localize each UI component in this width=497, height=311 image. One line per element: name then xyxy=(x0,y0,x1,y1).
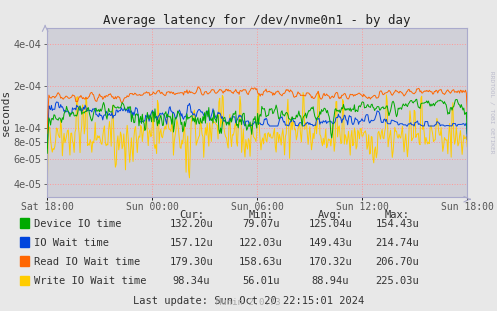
Text: Device IO time: Device IO time xyxy=(34,219,121,229)
Text: 179.30u: 179.30u xyxy=(169,257,213,267)
Text: Last update: Sun Oct 20 22:15:01 2024: Last update: Sun Oct 20 22:15:01 2024 xyxy=(133,296,364,306)
Text: Munin 2.0.73: Munin 2.0.73 xyxy=(216,298,281,307)
Text: Min:: Min: xyxy=(248,210,273,220)
Text: 170.32u: 170.32u xyxy=(309,257,352,267)
Text: 79.07u: 79.07u xyxy=(242,219,280,229)
Text: 88.94u: 88.94u xyxy=(312,276,349,286)
Text: 158.63u: 158.63u xyxy=(239,257,283,267)
Title: Average latency for /dev/nvme0n1 - by day: Average latency for /dev/nvme0n1 - by da… xyxy=(103,14,411,27)
Text: 132.20u: 132.20u xyxy=(169,219,213,229)
Text: 56.01u: 56.01u xyxy=(242,276,280,286)
Text: IO Wait time: IO Wait time xyxy=(34,238,109,248)
Text: 157.12u: 157.12u xyxy=(169,238,213,248)
Text: Write IO Wait time: Write IO Wait time xyxy=(34,276,146,286)
Text: RRDTOOL / TOBI OETIKER: RRDTOOL / TOBI OETIKER xyxy=(490,71,495,153)
Text: 149.43u: 149.43u xyxy=(309,238,352,248)
Text: 154.43u: 154.43u xyxy=(376,219,419,229)
Text: Read IO Wait time: Read IO Wait time xyxy=(34,257,140,267)
Text: Max:: Max: xyxy=(385,210,410,220)
Text: Avg:: Avg: xyxy=(318,210,343,220)
Text: 125.04u: 125.04u xyxy=(309,219,352,229)
Text: Cur:: Cur: xyxy=(179,210,204,220)
Text: 206.70u: 206.70u xyxy=(376,257,419,267)
Text: 214.74u: 214.74u xyxy=(376,238,419,248)
Text: 122.03u: 122.03u xyxy=(239,238,283,248)
Y-axis label: seconds: seconds xyxy=(1,89,11,136)
Text: 225.03u: 225.03u xyxy=(376,276,419,286)
Text: 98.34u: 98.34u xyxy=(172,276,210,286)
